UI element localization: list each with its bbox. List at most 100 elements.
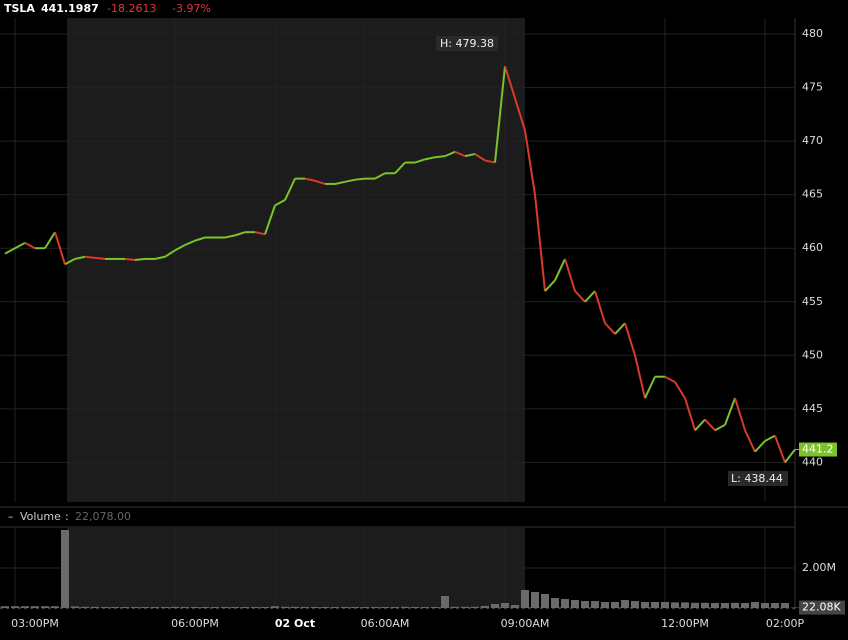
price-segment [274, 199, 286, 207]
volume-bar [91, 606, 99, 608]
price-segment [564, 258, 576, 292]
price-segment [454, 150, 466, 158]
volume-bar [731, 602, 739, 608]
price-segment [764, 434, 776, 442]
price-segment [334, 180, 346, 185]
volume-bar [81, 606, 89, 608]
volume-bar [711, 603, 719, 608]
change-pct: -3.97% [172, 2, 211, 15]
price-segment [484, 159, 496, 164]
volume-bar [761, 603, 769, 608]
price-segment [54, 231, 66, 265]
price-segment [524, 130, 536, 195]
volume-bar [151, 607, 159, 608]
y-tick-label: 440 [802, 455, 823, 468]
price-segment [64, 258, 76, 266]
volume-bar [111, 607, 119, 608]
volume-last-box [799, 600, 845, 615]
volume-bar [41, 606, 49, 608]
price-segment [614, 322, 626, 335]
volume-bar [361, 607, 369, 608]
price-segment [164, 249, 176, 258]
price-segment [464, 153, 476, 158]
price-segment [604, 322, 616, 335]
y-tick-label: 480 [802, 27, 823, 40]
price-segment [154, 255, 166, 260]
x-tick-label: 02:00P [766, 617, 805, 630]
volume-value: 22,078.00 [75, 510, 131, 523]
low-box [728, 471, 788, 486]
volume-bar [781, 603, 789, 608]
volume-bar [231, 607, 239, 608]
volume-bar [21, 606, 29, 608]
volume-bar [261, 607, 269, 608]
change: -18.2613 [107, 2, 156, 15]
volume-bar [771, 603, 779, 608]
volume-bar [341, 607, 349, 608]
volume-last-label: 22.08K [802, 601, 841, 614]
price-segment [624, 322, 636, 356]
price-segment [414, 158, 426, 164]
volume-bar [321, 607, 329, 608]
volume-bar [411, 607, 419, 608]
volume-bar [51, 606, 59, 608]
price-segment [444, 150, 456, 158]
volume-bar [541, 594, 549, 608]
price-segment [754, 440, 766, 453]
volume-bar [311, 607, 319, 608]
price-segment [514, 98, 526, 131]
volume-bar [591, 601, 599, 608]
volume-bar [181, 607, 189, 608]
price-segment [554, 258, 566, 281]
volume-bar [481, 606, 489, 608]
volume-bar [431, 607, 439, 608]
price-segment [194, 236, 206, 242]
price-segment [704, 418, 716, 431]
volume-collapse[interactable]: – [8, 510, 14, 523]
price-segment [584, 290, 596, 303]
volume-bar [141, 607, 149, 608]
volume-bar [171, 606, 179, 608]
volume-bar [531, 592, 539, 608]
price-segment [304, 177, 316, 182]
volume-bar [421, 607, 429, 608]
price-segment [174, 244, 186, 252]
price-segment [134, 257, 146, 261]
price-segment [234, 231, 246, 237]
volume-bar [161, 607, 169, 608]
volume-bar [271, 606, 279, 608]
volume-bar [131, 607, 139, 608]
price: 441.1987 [41, 2, 99, 15]
y-tick-label: 455 [802, 295, 823, 308]
volume-bar [671, 602, 679, 608]
price-segment [734, 397, 746, 431]
volume-bar [71, 606, 79, 608]
volume-bar [561, 599, 569, 608]
volume-bar [291, 606, 299, 608]
y-tick-label: 465 [802, 188, 823, 201]
volume-bar [511, 605, 519, 608]
volume-bar [211, 607, 219, 608]
volume-bar [681, 602, 689, 608]
volume-bar [751, 602, 759, 608]
price-segment [744, 429, 756, 453]
x-tick-label: 06:00PM [171, 617, 219, 630]
y-tick-label: 450 [802, 348, 823, 361]
volume-bar [331, 607, 339, 608]
last-price-label: 441.2 [802, 443, 834, 456]
volume-bar [741, 603, 749, 608]
price-segment [24, 241, 36, 250]
y-tick-label: 470 [802, 134, 823, 147]
volume-bar [441, 596, 449, 608]
volume-bar [571, 600, 579, 608]
volume-bar [521, 590, 529, 608]
price-segment [494, 66, 506, 163]
price-segment [124, 257, 136, 261]
volume-bar [501, 603, 509, 608]
volume-bar [651, 602, 659, 608]
volume-bar [401, 606, 409, 608]
volume-bar [251, 607, 259, 608]
price-segment [264, 205, 276, 235]
low-label: L: 438.44 [731, 472, 783, 485]
